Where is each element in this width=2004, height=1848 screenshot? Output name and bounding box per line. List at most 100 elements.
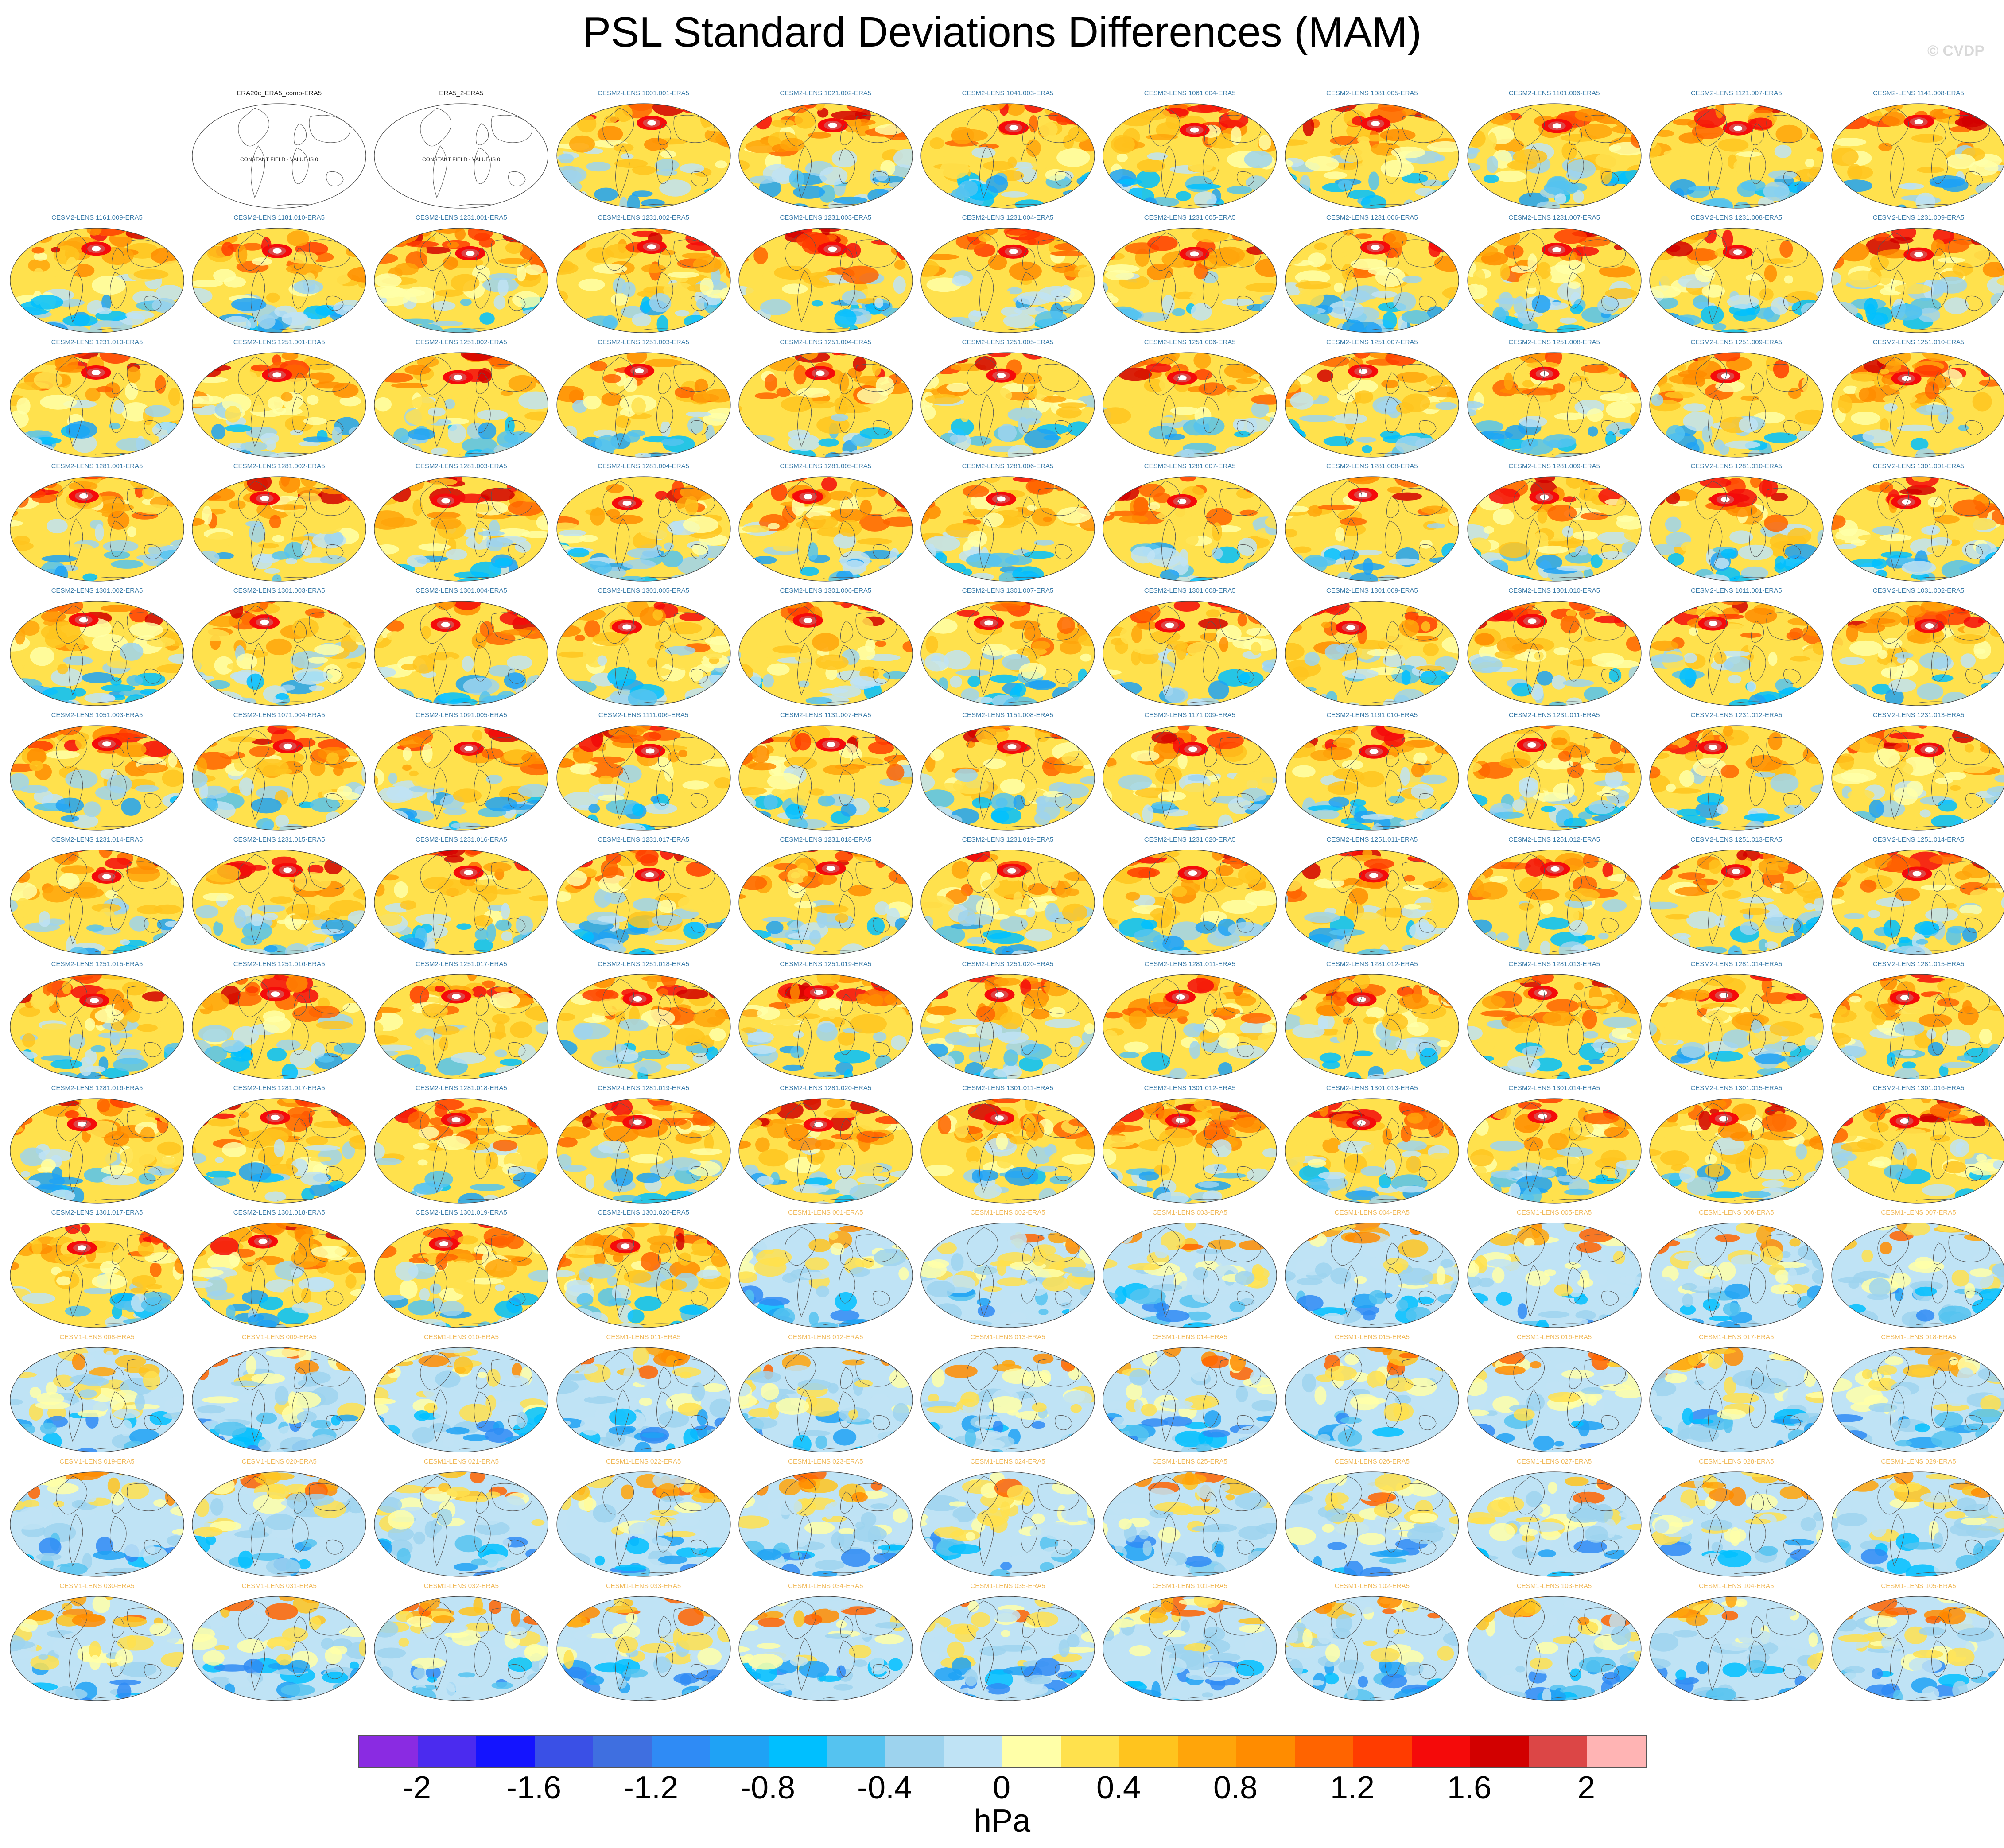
panel-title: CESM2-LENS 1001.001-ERA5	[598, 89, 689, 97]
field-contour	[1467, 283, 1488, 299]
panel-title: CESM2-LENS 1011.001-ERA5	[1690, 587, 1782, 595]
coastline	[1385, 272, 1402, 309]
field-contour	[937, 354, 947, 370]
coastline	[326, 171, 344, 186]
field-contour	[309, 685, 325, 691]
field-contour	[1137, 580, 1149, 582]
field-contour	[1287, 353, 1304, 364]
field-contour	[1103, 110, 1120, 128]
field-contour	[1103, 454, 1135, 457]
field-contour	[556, 730, 561, 737]
field-contour	[534, 682, 548, 690]
field-contour	[269, 515, 281, 529]
field-contour	[760, 299, 791, 315]
field-contour	[1931, 239, 1946, 256]
field-contour	[101, 684, 135, 692]
field-contour	[374, 499, 397, 505]
coastline	[1149, 232, 1181, 271]
field-contour	[1427, 606, 1454, 614]
field-contour	[674, 386, 695, 398]
map-panel: CESM2-LENS 1281.009-ERA5	[1464, 462, 1645, 586]
field-contour	[1927, 497, 1942, 508]
field-contour	[540, 601, 548, 604]
field-contour	[587, 104, 623, 106]
field-contour	[921, 821, 927, 829]
coastline	[1037, 239, 1080, 268]
field-contour	[1013, 795, 1025, 810]
coastline	[840, 248, 853, 270]
field-contour	[1231, 602, 1247, 608]
coastline	[1948, 115, 1990, 143]
field-contour	[738, 442, 753, 448]
coastline	[309, 364, 351, 392]
panel-title: CESM2-LENS 1231.010-ERA5	[51, 338, 143, 346]
field-contour	[687, 417, 703, 434]
field-contour	[632, 313, 651, 327]
panel-title: CESM2-LENS 1051.003-ERA5	[51, 711, 143, 719]
field-contour	[1216, 329, 1241, 333]
field-contour	[1689, 627, 1698, 636]
field-contour	[23, 437, 43, 448]
field-contour	[1649, 601, 1677, 606]
coastline	[1751, 123, 1764, 145]
field-contour	[1067, 443, 1093, 457]
field-contour	[1139, 484, 1165, 498]
map-field	[1467, 352, 1642, 458]
field-contour	[578, 278, 605, 291]
coastline	[690, 171, 708, 186]
field-contour	[1317, 369, 1334, 382]
map-field	[10, 352, 184, 458]
field-contour	[1688, 186, 1720, 191]
field-contour	[1105, 605, 1116, 613]
coastline	[1402, 115, 1444, 143]
field-contour	[245, 450, 280, 457]
field-contour	[197, 629, 230, 642]
field-contour	[385, 567, 400, 582]
field-contour	[266, 638, 292, 656]
field-contour	[303, 417, 327, 425]
field-contour	[1045, 169, 1066, 181]
field-contour	[981, 387, 1012, 404]
field-contour	[193, 331, 209, 333]
field-contour	[1285, 159, 1293, 168]
field-contour	[1080, 653, 1092, 662]
field-contour	[667, 272, 699, 278]
coastline	[840, 123, 853, 145]
field-contour	[1176, 191, 1191, 201]
field-contour	[10, 829, 29, 830]
field-contour	[693, 392, 710, 404]
field-contour	[921, 488, 931, 500]
field-maximum	[1914, 119, 1923, 124]
field-contour	[1597, 297, 1619, 314]
field-contour	[406, 241, 439, 248]
field-contour	[902, 176, 913, 196]
field-contour	[1763, 182, 1790, 201]
field-contour	[1070, 99, 1093, 104]
field-contour	[1806, 477, 1823, 481]
field-contour	[1111, 135, 1135, 154]
field-contour	[1045, 352, 1078, 359]
field-contour	[1671, 384, 1701, 392]
map-field	[1103, 601, 1277, 706]
field-contour	[279, 477, 301, 493]
field-contour	[1916, 404, 1953, 415]
coastline	[251, 394, 265, 447]
field-contour	[192, 415, 209, 428]
field-contour	[586, 202, 607, 208]
field-contour	[335, 477, 350, 490]
field-contour	[354, 563, 366, 577]
map-field	[738, 725, 913, 831]
field-contour	[1103, 319, 1119, 329]
panel-title: CESM2-LENS 1251.006-ERA5	[1144, 338, 1236, 346]
map-panel: CESM2-LENS 1251.006-ERA5	[1099, 338, 1281, 462]
field-contour	[1116, 682, 1142, 695]
field-contour	[142, 486, 155, 500]
field-contour	[895, 553, 909, 571]
field-contour	[1165, 687, 1188, 703]
field-contour	[1586, 408, 1604, 422]
field-contour	[1649, 354, 1655, 372]
panel-title: CESM2-LENS 1231.004-ERA5	[962, 214, 1054, 221]
field-contour	[556, 170, 582, 183]
field-contour	[930, 749, 944, 761]
field-contour	[1554, 193, 1566, 204]
